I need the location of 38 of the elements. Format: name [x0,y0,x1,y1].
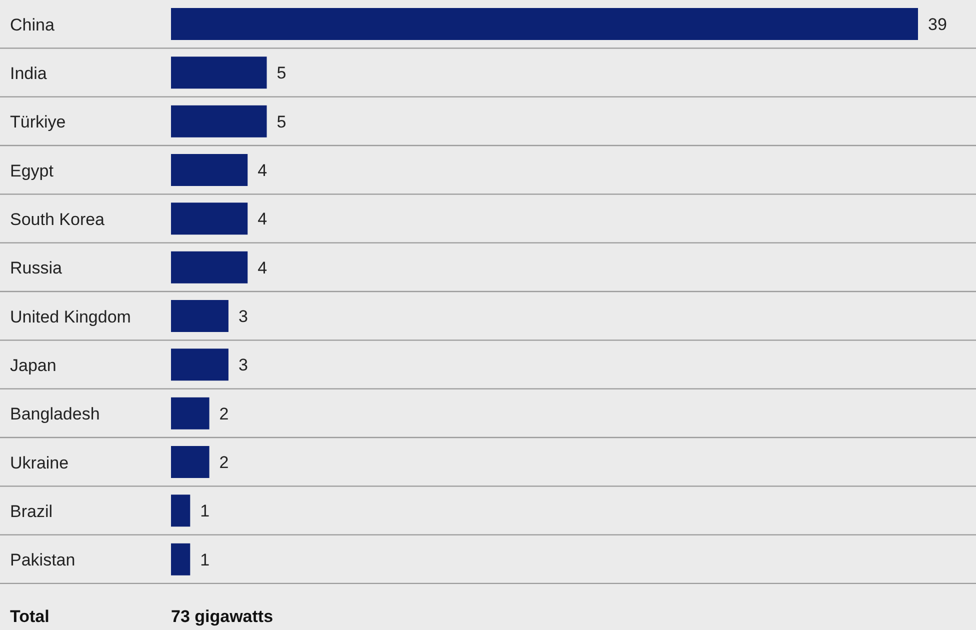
bar [171,8,918,40]
y-tick-label: China [10,15,55,34]
text: 73 gigawatts [171,607,274,627]
y-tick-label: Pakistan [10,550,76,570]
data-label: 4 [258,161,268,180]
y-tick-label: South Korea [10,210,106,229]
data-label: 5 [276,64,286,83]
bar [171,397,210,430]
data-label: 3 [238,307,248,326]
data-label: 4 [258,258,268,278]
bar [171,202,248,235]
bar [171,251,248,284]
y-tick-label: Bangladesh [10,404,100,424]
y-tick-label: United Kingdom [10,307,131,326]
data-label: 1 [200,550,210,570]
bar [171,56,267,89]
bar [171,348,228,381]
text: Total [10,607,50,627]
y-tick-label: Ukraine [10,453,69,472]
y-tick-label: India [10,64,48,83]
bar [171,300,228,332]
y-tick-label: Brazil [10,502,53,521]
y-tick-label: Türkiye [10,112,66,132]
bar [171,105,267,138]
data-label: 3 [238,356,248,375]
y-tick-label: Egypt [10,161,54,180]
data-label: 4 [258,210,268,229]
bar [171,494,190,527]
bar [171,543,190,576]
y-tick-label: Japan [10,356,56,375]
data-label: 39 [928,15,947,34]
bar [171,154,248,186]
data-label: 2 [219,404,229,424]
bar [171,446,210,478]
data-label: 1 [200,502,210,521]
data-label: 5 [276,112,286,132]
data-label: 2 [219,453,229,472]
y-tick-label: Russia [10,258,63,278]
